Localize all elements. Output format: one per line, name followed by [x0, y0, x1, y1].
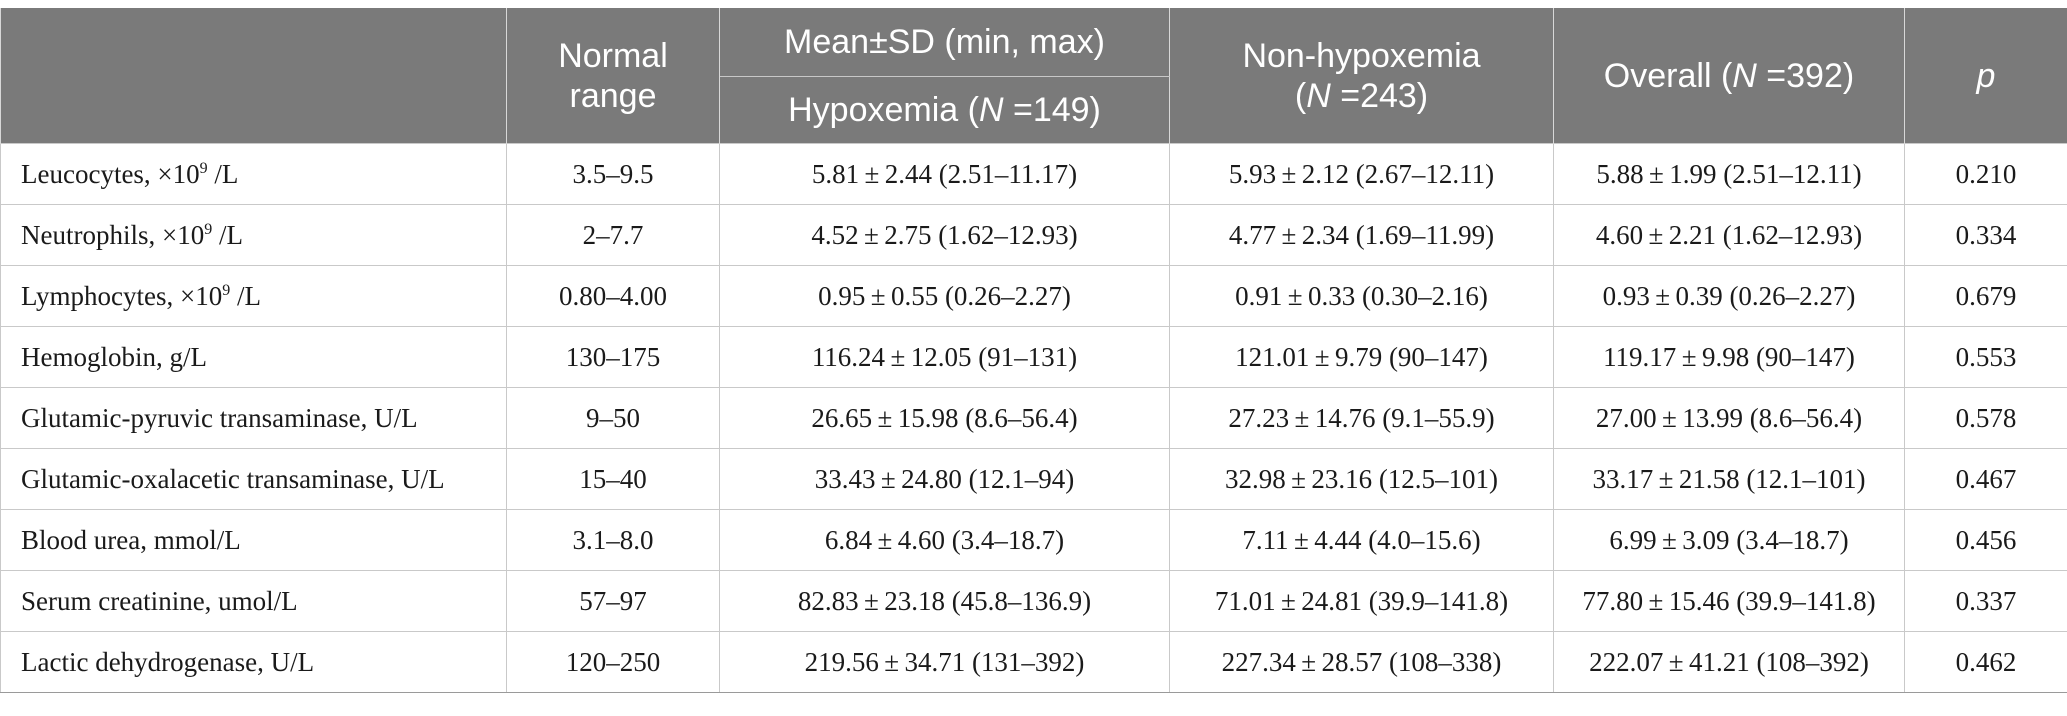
row-label-cell: Blood urea, mmol/L: [0, 509, 507, 571]
header-p-value: p: [1904, 8, 2067, 144]
table-row: Leucocytes, ×109 /L 3.5–9.5 5.81 ± 2.44 …: [0, 143, 2067, 205]
overall-cell: 4.60 ± 2.21 (1.62–12.93): [1553, 204, 1905, 266]
normal-range-cell: 3.5–9.5: [506, 143, 720, 205]
normal-range-cell: 15–40: [506, 448, 720, 510]
overall-cell: 77.80 ± 15.46 (39.9–141.8): [1553, 570, 1905, 632]
row-label: Glutamic-oxalacetic transaminase, U/L: [21, 463, 445, 494]
table-row: Serum creatinine, umol/L 57–97 82.83 ± 2…: [0, 570, 2067, 632]
p-value-cell: 0.679: [1904, 265, 2067, 327]
hypoxemia-cell: 82.83 ± 23.18 (45.8–136.9): [719, 570, 1170, 632]
row-label-cell: Serum creatinine, umol/L: [0, 570, 507, 632]
overall-cell: 222.07 ± 41.21 (108–392): [1553, 631, 1905, 693]
normal-range-cell: 0.80–4.00: [506, 265, 720, 327]
normal-range-cell: 130–175: [506, 326, 720, 388]
overall-n-symbol: N: [1732, 56, 1757, 95]
overall-cell: 0.93 ± 0.39 (0.26–2.27): [1553, 265, 1905, 327]
p-value-cell: 0.337: [1904, 570, 2067, 632]
p-value-cell: 0.578: [1904, 387, 2067, 449]
table-row: Lactic dehydrogenase, U/L 120–250 219.56…: [0, 631, 2067, 693]
non-hypoxemia-cell: 0.91 ± 0.33 (0.30–2.16): [1169, 265, 1554, 327]
table-body: Leucocytes, ×109 /L 3.5–9.5 5.81 ± 2.44 …: [0, 143, 2067, 693]
normal-range-cell: 2–7.7: [506, 204, 720, 266]
hypoxemia-n-value: =149): [1003, 91, 1101, 129]
hypoxemia-cell: 26.65 ± 15.98 (8.6–56.4): [719, 387, 1170, 449]
non-hypoxemia-cell: 121.01 ± 9.79 (90–147): [1169, 326, 1554, 388]
row-label: Lymphocytes, ×10: [21, 280, 223, 311]
p-value-cell: 0.553: [1904, 326, 2067, 388]
overall-cell: 27.00 ± 13.99 (8.6–56.4): [1553, 387, 1905, 449]
non-hypoxemia-cell: 32.98 ± 23.16 (12.5–101): [1169, 448, 1554, 510]
lab-values-table: Normal range Mean±SD (min, max) Non-hypo…: [0, 8, 2067, 693]
row-label-cell: Glutamic-pyruvic transaminase, U/L: [0, 387, 507, 449]
lab-table-container: Normal range Mean±SD (min, max) Non-hypo…: [0, 8, 2067, 693]
non-hypoxemia-n-value: =243): [1330, 76, 1429, 115]
row-label-unit: /L: [230, 280, 261, 311]
non-hypoxemia-cell: 7.11 ± 4.44 (4.0–15.6): [1169, 509, 1554, 571]
normal-range-cell: 120–250: [506, 631, 720, 693]
table-row: Glutamic-pyruvic transaminase, U/L 9–50 …: [0, 387, 2067, 449]
row-label-cell: Hemoglobin, g/L: [0, 326, 507, 388]
non-hypoxemia-label: Non-hypoxemia: [1242, 36, 1481, 75]
header-normal-range: Normal range: [506, 8, 720, 144]
row-label-cell: Lymphocytes, ×109 /L: [0, 265, 507, 327]
overall-cell: 33.17 ± 21.58 (12.1–101): [1553, 448, 1905, 510]
normal-range-cell: 57–97: [506, 570, 720, 632]
overall-cell: 6.99 ± 3.09 (3.4–18.7): [1553, 509, 1905, 571]
row-label: Neutrophils, ×10: [21, 219, 205, 250]
p-value-cell: 0.456: [1904, 509, 2067, 571]
header-hypoxemia: Hypoxemia (N =149): [719, 76, 1170, 144]
non-hypoxemia-cell: 4.77 ± 2.34 (1.69–11.99): [1169, 204, 1554, 266]
non-hypoxemia-cell: 27.23 ± 14.76 (9.1–55.9): [1169, 387, 1554, 449]
header-blank-cell: [0, 8, 507, 144]
row-label: Leucocytes, ×10: [21, 158, 200, 189]
table-header: Normal range Mean±SD (min, max) Non-hypo…: [0, 8, 2067, 144]
row-label-cell: Glutamic-oxalacetic transaminase, U/L: [0, 448, 507, 510]
p-value-cell: 0.467: [1904, 448, 2067, 510]
normal-range-cell: 9–50: [506, 387, 720, 449]
table-row: Blood urea, mmol/L 3.1–8.0 6.84 ± 4.60 (…: [0, 509, 2067, 571]
hypoxemia-cell: 219.56 ± 34.71 (131–392): [719, 631, 1170, 693]
non-hypoxemia-cell: 71.01 ± 24.81 (39.9–141.8): [1169, 570, 1554, 632]
non-hypoxemia-n-symbol: N: [1306, 76, 1331, 115]
row-label: Hemoglobin, g/L: [21, 341, 207, 372]
p-value-cell: 0.462: [1904, 631, 2067, 693]
row-label-unit: /L: [212, 219, 243, 250]
header-group-title: Mean±SD (min, max): [719, 8, 1170, 77]
row-label: Serum creatinine, umol/L: [21, 585, 298, 616]
row-label: Blood urea, mmol/L: [21, 524, 241, 555]
hypoxemia-cell: 116.24 ± 12.05 (91–131): [719, 326, 1170, 388]
hypoxemia-label: Hypoxemia (: [788, 91, 979, 129]
hypoxemia-cell: 0.95 ± 0.55 (0.26–2.27): [719, 265, 1170, 327]
hypoxemia-cell: 33.43 ± 24.80 (12.1–94): [719, 448, 1170, 510]
row-label-cell: Leucocytes, ×109 /L: [0, 143, 507, 205]
p-value-cell: 0.334: [1904, 204, 2067, 266]
row-label-cell: Lactic dehydrogenase, U/L: [0, 631, 507, 693]
table-row: Glutamic-oxalacetic transaminase, U/L 15…: [0, 448, 2067, 510]
header-overall: Overall (N =392): [1553, 8, 1905, 144]
non-hypoxemia-cell: 5.93 ± 2.12 (2.67–12.11): [1169, 143, 1554, 205]
overall-label: Overall (: [1603, 56, 1733, 95]
row-label-cell: Neutrophils, ×109 /L: [0, 204, 507, 266]
row-label-unit: /L: [207, 158, 239, 189]
table-row: Lymphocytes, ×109 /L 0.80–4.00 0.95 ± 0.…: [0, 265, 2067, 327]
hypoxemia-cell: 6.84 ± 4.60 (3.4–18.7): [719, 509, 1170, 571]
header-non-hypoxemia: Non-hypoxemia (N =243): [1169, 8, 1554, 144]
row-label: Glutamic-pyruvic transaminase, U/L: [21, 402, 418, 433]
hypoxemia-n-symbol: N: [978, 91, 1004, 129]
normal-range-cell: 3.1–8.0: [506, 509, 720, 571]
row-label: Lactic dehydrogenase, U/L: [21, 646, 315, 677]
overall-n-value: =392): [1756, 56, 1855, 95]
hypoxemia-cell: 5.81 ± 2.44 (2.51–11.17): [719, 143, 1170, 205]
non-hypoxemia-cell: 227.34 ± 28.57 (108–338): [1169, 631, 1554, 693]
overall-cell: 5.88 ± 1.99 (2.51–12.11): [1553, 143, 1905, 205]
hypoxemia-cell: 4.52 ± 2.75 (1.62–12.93): [719, 204, 1170, 266]
p-value-cell: 0.210: [1904, 143, 2067, 205]
row-label-exponent: 9: [222, 281, 231, 299]
row-label-exponent: 9: [204, 220, 213, 238]
table-row: Hemoglobin, g/L 130–175 116.24 ± 12.05 (…: [0, 326, 2067, 388]
non-hypoxemia-paren: (: [1294, 76, 1307, 115]
row-label-exponent: 9: [199, 159, 208, 177]
table-row: Neutrophils, ×109 /L 2–7.7 4.52 ± 2.75 (…: [0, 204, 2067, 266]
overall-cell: 119.17 ± 9.98 (90–147): [1553, 326, 1905, 388]
